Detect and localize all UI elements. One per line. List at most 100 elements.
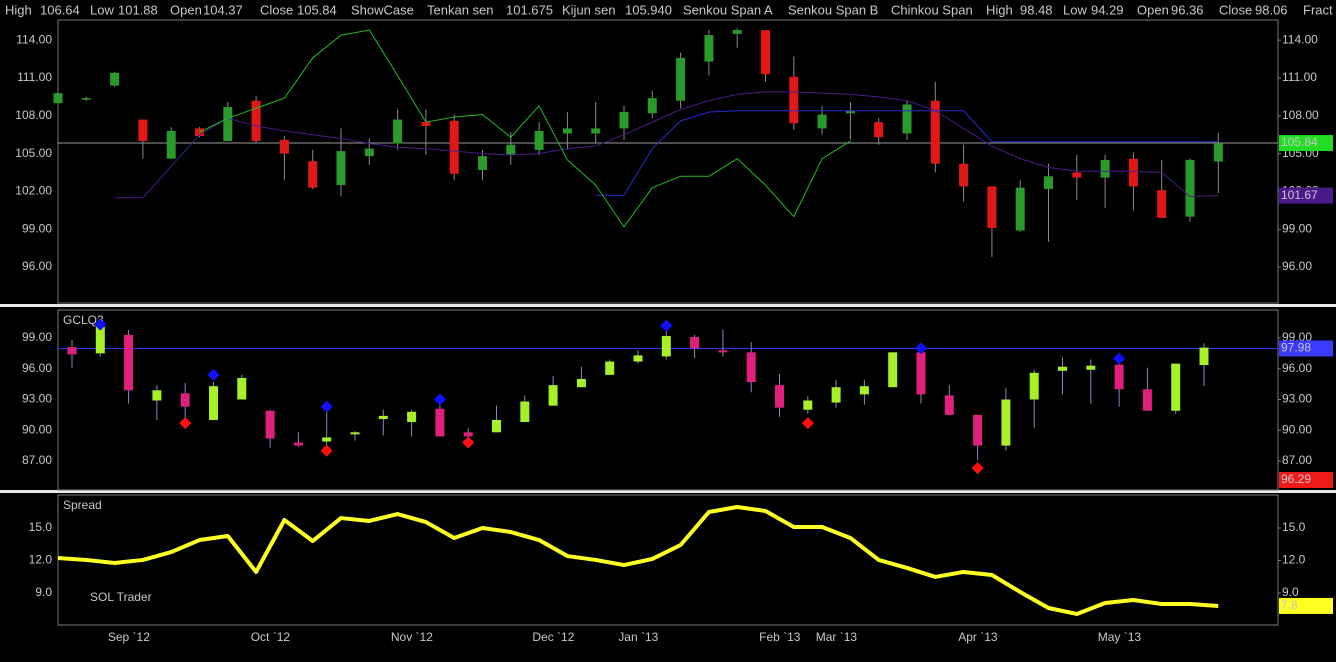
indicator-line: [114, 91, 1219, 199]
annotation: SOL Trader: [90, 590, 152, 604]
header-item: 105.940: [625, 2, 672, 17]
candle-body: [676, 57, 686, 101]
candle-body: [761, 30, 770, 75]
y-tick-label: 105.00: [15, 146, 52, 160]
header-item: Kijun sen: [562, 2, 615, 17]
y-tick-label: 99.00: [22, 330, 52, 344]
header-item: Tenkan sen: [427, 2, 494, 17]
fractal-marker: [801, 417, 814, 430]
fractal-marker: [433, 393, 446, 406]
indicator-line: [199, 29, 851, 228]
candle-body: [449, 120, 459, 174]
y-tick-label: 87.00: [22, 453, 52, 467]
candle-body: [152, 390, 162, 401]
y-tick-label-right: 108.00: [1282, 108, 1319, 122]
candle-body: [223, 106, 233, 142]
candle-body: [1199, 347, 1209, 366]
price-label: 7.8: [1281, 598, 1298, 612]
header-item: 96.36: [1171, 2, 1204, 17]
y-tick-label-right: 15.0: [1282, 520, 1306, 534]
candle-body: [1157, 190, 1167, 218]
y-tick-label: 12.0: [29, 553, 53, 567]
candle-body: [789, 76, 799, 124]
candle-body: [534, 130, 544, 150]
candle-body: [605, 361, 615, 375]
fractal-marker: [462, 436, 475, 449]
y-tick-label: 90.00: [22, 422, 52, 436]
candle-body: [95, 326, 105, 354]
plot-frame: [57, 309, 1279, 491]
header-item: 101.88: [118, 2, 158, 17]
header-item: ShowCase: [351, 2, 414, 17]
price-label-box: [1279, 340, 1333, 357]
candle-body: [916, 352, 926, 395]
candle-body: [1029, 372, 1039, 400]
candle-body: [1128, 158, 1138, 187]
price-label-box: [1279, 187, 1333, 204]
candle-body: [562, 128, 572, 134]
candle-body: [1001, 399, 1011, 446]
header-item: 101.675: [506, 2, 553, 17]
y-tick-label: 96.00: [22, 259, 52, 273]
panel-title: Spread: [63, 498, 102, 512]
price-label: 96.29: [1281, 472, 1311, 486]
candle-body: [704, 35, 714, 62]
candle-body: [336, 151, 346, 186]
candle-body: [732, 30, 742, 34]
candle-body: [633, 355, 643, 362]
fractal-marker: [179, 417, 192, 430]
x-tick-label: Feb `13: [759, 630, 801, 644]
candle-body: [661, 335, 671, 357]
header-item: 106.64: [40, 2, 80, 17]
candle-body: [110, 72, 120, 86]
x-tick-label: Oct `12: [251, 630, 291, 644]
fractal-marker: [915, 342, 927, 355]
price-label: 101.67: [1281, 188, 1318, 202]
candle-body: [591, 128, 601, 134]
candle-body: [1058, 366, 1067, 371]
header-item: Chinkou Span: [891, 2, 973, 17]
candle-body: [251, 100, 261, 142]
header-item: Open: [1137, 2, 1169, 17]
candle-body: [647, 98, 657, 114]
plot-frame: [57, 19, 1279, 304]
candle-body: [265, 410, 275, 439]
candle-body: [690, 336, 700, 349]
header-item: Fract: [1303, 2, 1333, 17]
candle-body: [1171, 363, 1181, 411]
candle-body: [987, 186, 997, 228]
candle-body: [845, 110, 855, 114]
price-label-box: [1279, 597, 1333, 614]
header-item: High: [5, 2, 32, 17]
candle-body: [1100, 159, 1110, 178]
candle-body: [874, 122, 884, 138]
candle-body: [166, 130, 176, 159]
candle-body: [364, 148, 374, 157]
candle-body: [1114, 364, 1124, 390]
header-item: Close: [1219, 2, 1252, 17]
fractal-marker: [320, 444, 333, 457]
candle-body: [407, 411, 417, 423]
candle-body: [293, 442, 303, 446]
header-item: 104.37: [203, 2, 243, 17]
fractal-marker: [660, 319, 673, 332]
candle-body: [350, 432, 360, 435]
candle-body: [775, 385, 784, 408]
y-tick-label: 99.00: [22, 221, 52, 235]
candle-body: [492, 419, 501, 433]
candle-body: [746, 352, 756, 383]
fractal-marker: [1113, 352, 1126, 365]
candle-body: [138, 119, 148, 142]
header-item: Senkou Span B: [788, 2, 878, 17]
header-item: 105.84: [297, 2, 337, 17]
candle-body: [67, 347, 77, 355]
panel-title: GCLQ3: [63, 313, 104, 327]
spread-line: [57, 505, 1219, 616]
candle-body: [902, 104, 912, 134]
candle-body: [1185, 159, 1195, 217]
y-tick-label-right: 90.00: [1282, 422, 1312, 436]
candle-body: [817, 114, 827, 129]
y-tick-label: 102.00: [15, 184, 52, 198]
